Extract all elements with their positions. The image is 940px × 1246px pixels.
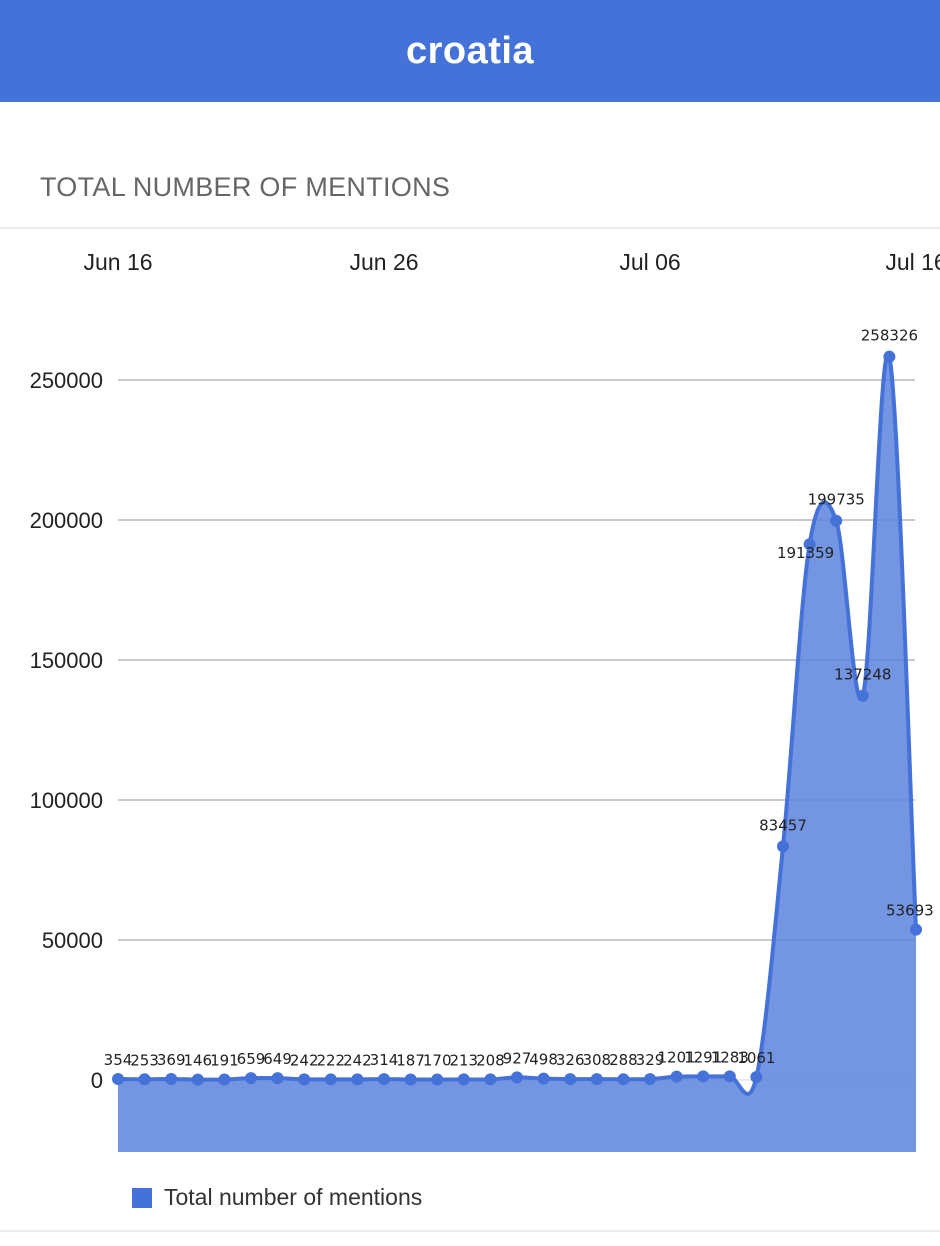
chart-legend[interactable]: Total number of mentions xyxy=(132,1184,422,1211)
data-label: 258326 xyxy=(861,327,918,345)
data-label: 208 xyxy=(476,1051,505,1069)
series-area xyxy=(118,353,916,1152)
data-point xyxy=(617,1073,630,1086)
data-label: 191 xyxy=(210,1051,239,1069)
data-label: 314 xyxy=(370,1051,399,1069)
data-point xyxy=(910,923,922,936)
data-label: 242 xyxy=(343,1051,372,1069)
data-label: 927 xyxy=(503,1049,532,1067)
data-point xyxy=(723,1070,736,1083)
data-label: 649 xyxy=(263,1050,292,1068)
data-point xyxy=(644,1073,656,1086)
data-label: 288 xyxy=(609,1051,638,1069)
data-label: 146 xyxy=(183,1052,212,1070)
data-point xyxy=(298,1073,311,1086)
y-tick-label: 250000 xyxy=(30,368,103,393)
x-tick-label: Jun 16 xyxy=(83,249,152,275)
data-point xyxy=(830,514,843,527)
data-point xyxy=(351,1073,364,1086)
data-point xyxy=(165,1072,178,1085)
data-point xyxy=(484,1073,497,1086)
data-label: 308 xyxy=(582,1051,611,1069)
data-point xyxy=(404,1073,417,1086)
legend-swatch xyxy=(132,1187,152,1208)
x-tick-label: Jul 16 xyxy=(885,249,940,275)
divider xyxy=(0,1230,940,1232)
data-point xyxy=(537,1072,550,1085)
data-label: 53693 xyxy=(886,902,934,920)
divider xyxy=(0,227,940,229)
data-point xyxy=(511,1071,523,1084)
data-point xyxy=(803,538,816,551)
data-label: 199735 xyxy=(808,491,865,509)
data-point xyxy=(883,350,896,363)
data-point xyxy=(112,1073,124,1086)
data-label: 213 xyxy=(449,1051,478,1069)
data-label: 498 xyxy=(529,1051,558,1069)
y-tick-label: 100000 xyxy=(30,788,103,813)
data-point xyxy=(324,1073,337,1086)
data-point xyxy=(378,1073,390,1086)
x-tick-label: Jul 06 xyxy=(619,249,680,275)
data-point xyxy=(750,1071,763,1084)
data-point xyxy=(777,840,789,853)
page-title: croatia xyxy=(405,29,535,72)
data-label: 83457 xyxy=(759,816,807,834)
y-tick-label: 50000 xyxy=(42,928,103,953)
data-label: 222 xyxy=(316,1051,345,1069)
data-label: 1291 xyxy=(684,1048,722,1066)
data-point xyxy=(856,689,869,702)
data-label: 329 xyxy=(636,1051,665,1069)
y-tick-label: 150000 xyxy=(30,648,103,673)
mentions-chart: 0 50000 100000 150000 200000 250000 Jun 16 Jun … xyxy=(30,249,940,1152)
data-label: 369 xyxy=(157,1051,186,1069)
data-label: 137248 xyxy=(834,666,891,684)
data-point xyxy=(590,1073,603,1086)
data-point xyxy=(670,1070,683,1083)
data-label: 1061 xyxy=(737,1049,775,1067)
data-label: 191359 xyxy=(777,544,834,562)
data-point xyxy=(245,1072,257,1085)
header-bar: croatia xyxy=(0,0,940,102)
data-label: 253 xyxy=(130,1051,159,1069)
data-label: 187 xyxy=(396,1051,425,1069)
data-label: 354 xyxy=(104,1051,133,1069)
data-label: 659 xyxy=(237,1050,266,1068)
data-point xyxy=(218,1073,231,1086)
data-point xyxy=(271,1072,284,1085)
data-point xyxy=(697,1070,710,1083)
section-title: TOTAL NUMBER OF MENTIONS xyxy=(40,172,451,202)
legend-label: Total number of mentions xyxy=(164,1184,423,1210)
y-tick-label: 0 xyxy=(91,1068,103,1093)
data-label: 170 xyxy=(423,1052,452,1070)
data-label: 242 xyxy=(290,1051,319,1069)
data-point xyxy=(191,1073,204,1086)
data-point xyxy=(138,1073,151,1086)
y-tick-label: 200000 xyxy=(30,508,103,533)
data-point xyxy=(564,1073,577,1086)
data-label: 1201 xyxy=(658,1049,696,1067)
data-point xyxy=(457,1073,470,1086)
data-label: 1283 xyxy=(711,1048,749,1066)
x-tick-label: Jun 26 xyxy=(349,249,418,275)
data-label: 326 xyxy=(556,1051,585,1069)
data-point xyxy=(431,1073,444,1086)
